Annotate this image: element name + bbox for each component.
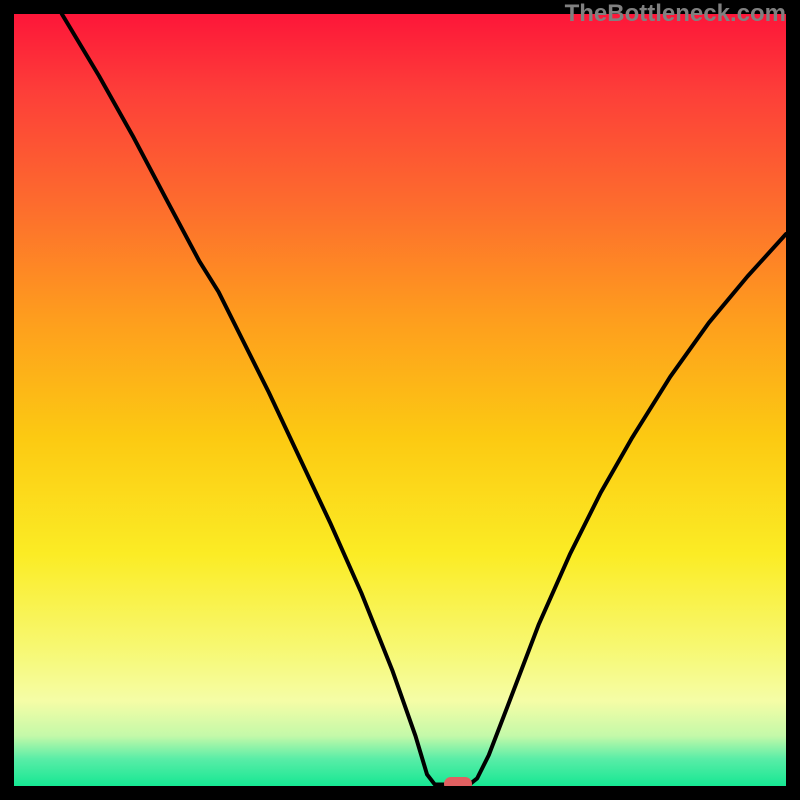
chart-border	[0, 0, 800, 800]
watermark-text: TheBottleneck.com	[565, 0, 786, 28]
bottleneck-chart: TheBottleneck.com	[0, 0, 800, 800]
border-rect	[7, 7, 793, 793]
